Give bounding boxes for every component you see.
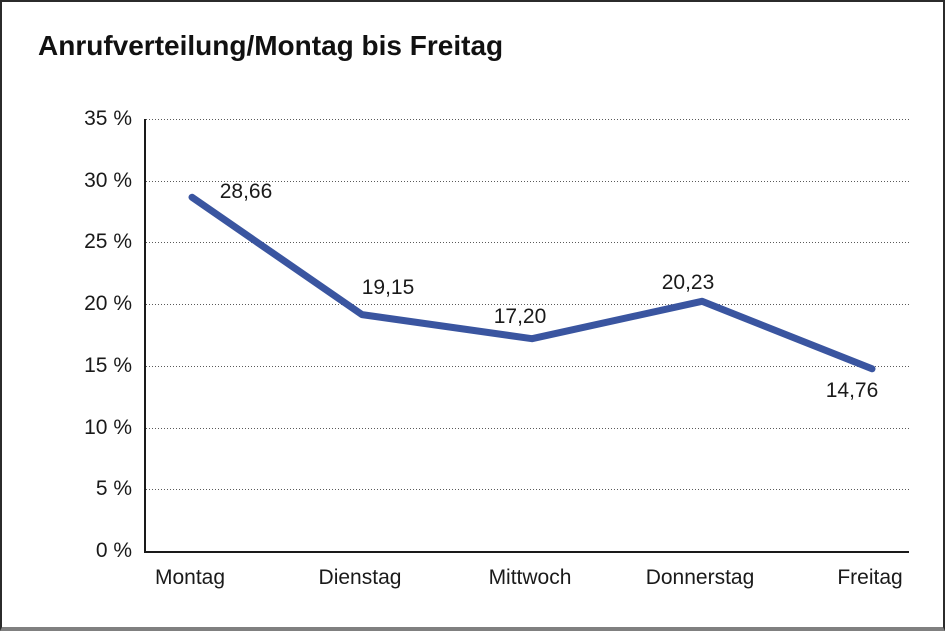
y-tick-label: 25 % xyxy=(84,230,132,254)
gridline-25 xyxy=(146,242,909,244)
x-tick-label-donnerstag: Donnerstag xyxy=(645,566,755,589)
gridline-15 xyxy=(146,365,909,367)
gridline-35 xyxy=(146,119,909,120)
y-tick-label: 0 % xyxy=(95,539,132,562)
series-line xyxy=(188,193,876,373)
x-tick-label-dienstag: Dienstag xyxy=(318,566,402,589)
y-tick-label: 20 % xyxy=(84,292,132,316)
data-label-dienstag: 19,15 xyxy=(361,275,415,299)
y-tick-label: 30 % xyxy=(84,168,132,192)
gridline-30 xyxy=(146,180,909,182)
line-chart-canvas xyxy=(188,193,876,373)
chart-title: Anrufverteilung/Montag bis Freitag xyxy=(38,30,504,61)
gridline-10 xyxy=(146,427,909,429)
x-tick-label-montag: Montag xyxy=(154,566,226,589)
y-tick-label: 35 % xyxy=(84,107,132,130)
data-label-mittwoch: 17,20 xyxy=(493,304,547,328)
y-tick-label: 10 % xyxy=(84,415,132,439)
data-label-montag: 28,66 xyxy=(219,180,273,204)
y-tick-label: 5 % xyxy=(95,477,132,501)
data-label-freitag: 14,76 xyxy=(825,378,879,402)
gridline-20 xyxy=(146,304,909,306)
x-tick-label-freitag: Freitag xyxy=(837,566,903,589)
x-tick-label-mittwoch: Mittwoch xyxy=(488,566,572,589)
y-tick-label: 15 % xyxy=(84,353,132,377)
plot-area: 28,66 19,15 17,20 20,23 14,76 xyxy=(144,119,909,553)
data-label-donnerstag: 20,23 xyxy=(661,271,715,295)
gridline-5 xyxy=(146,489,909,491)
